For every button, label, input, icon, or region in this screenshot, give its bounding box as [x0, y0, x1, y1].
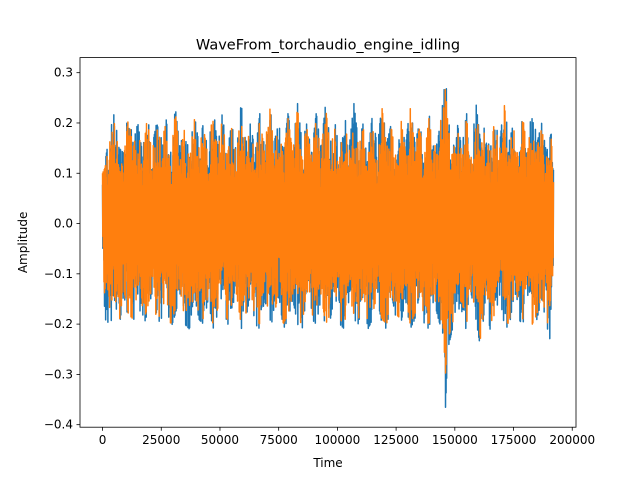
- x-tick-label: 50000: [201, 433, 239, 447]
- x-tick-label: 125000: [373, 433, 419, 447]
- waveform-series-line: [101, 89, 555, 374]
- y-axis-ticks: −0.4 −0.3 −0.2 −0.1 0.0 0.1 0.2 0.3: [44, 66, 80, 432]
- series-layer: [101, 88, 555, 408]
- y-tick-label: −0.3: [44, 367, 73, 381]
- y-tick-label: 0.2: [54, 116, 73, 130]
- x-tick-label: 100000: [314, 433, 360, 447]
- y-tick-label: −0.4: [44, 418, 73, 432]
- y-tick-label: 0.0: [54, 217, 73, 231]
- x-axis-ticks: 0 25000 50000 75000 100000 125000 150000 175000…: [99, 427, 595, 447]
- x-axis-label: Time: [312, 456, 342, 470]
- x-tick-label: 0: [99, 433, 107, 447]
- chart-title: WaveFrom_torchaudio_engine_idling: [196, 38, 460, 54]
- y-tick-label: −0.1: [44, 267, 73, 281]
- x-tick-label: 25000: [142, 433, 180, 447]
- axes-frame: [79, 57, 577, 428]
- x-tick-label: 175000: [491, 433, 537, 447]
- y-axis-label: Amplitude: [16, 212, 30, 274]
- x-tick-label: 150000: [432, 433, 478, 447]
- y-tick-label: −0.2: [44, 317, 73, 331]
- x-tick-label: 75000: [260, 433, 298, 447]
- y-tick-label: 0.1: [54, 166, 73, 180]
- y-tick-label: 0.3: [54, 66, 73, 80]
- x-tick-label: 200000: [549, 433, 595, 447]
